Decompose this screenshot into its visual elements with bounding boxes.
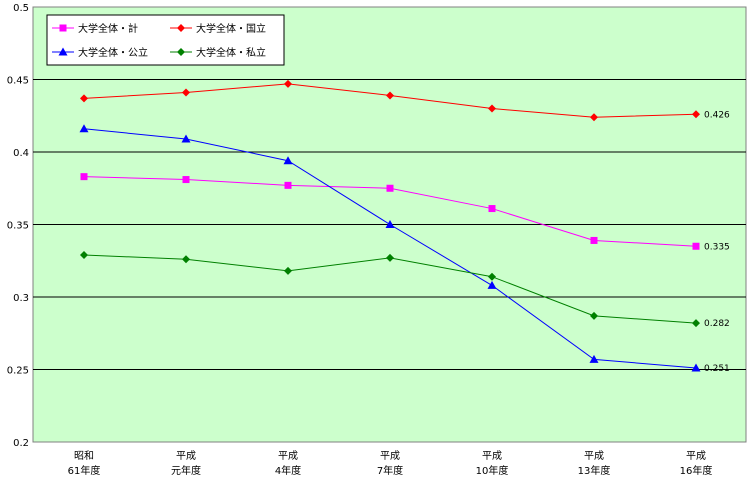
x-tick-label: 平成 (584, 450, 604, 462)
series-0 (80, 173, 700, 250)
data-point (182, 255, 190, 264)
data-point (80, 173, 88, 181)
y-tick-label: 0.3 (13, 293, 29, 304)
series-2 (79, 124, 701, 372)
data-point (589, 354, 599, 363)
legend-label: 大学全体・公立 (78, 46, 148, 59)
data-point (284, 181, 292, 189)
legend-marker (58, 47, 68, 56)
data-point (692, 242, 700, 250)
data-point (691, 363, 701, 372)
x-tick-label: 平成 (176, 450, 196, 462)
x-tick-label: 16年度 (680, 464, 713, 477)
data-point (590, 113, 598, 122)
data-point (590, 236, 598, 244)
x-tick-label: 元年度 (171, 464, 201, 477)
data-point (488, 205, 496, 213)
data-point (692, 110, 700, 119)
y-tick-label: 0.25 (7, 366, 29, 377)
x-tick-label: 平成 (686, 450, 706, 462)
data-point (79, 124, 89, 133)
data-labels: 0.335 0.426 0.251 0.282 (704, 110, 730, 374)
y-axis-ticks: 0.2 0.25 0.3 0.35 0.4 0.45 0.5 (7, 3, 29, 449)
x-tick-label: 平成 (278, 450, 298, 462)
x-tick-label: 昭和 (74, 450, 94, 462)
data-point (692, 319, 700, 328)
legend-box (46, 14, 285, 66)
x-tick-label: 7年度 (377, 464, 403, 477)
y-tick-label: 0.2 (13, 438, 29, 449)
data-point (488, 272, 496, 281)
data-point (182, 88, 190, 97)
y-tick-label: 0.4 (13, 148, 29, 159)
data-point (386, 253, 394, 262)
legend-marker (177, 24, 185, 32)
data-point (80, 94, 88, 103)
x-tick-label: 平成 (482, 450, 502, 462)
x-tick-label: 平成 (380, 450, 400, 462)
series-group (79, 79, 701, 372)
x-tick-label: 61年度 (68, 464, 101, 477)
data-point (181, 134, 191, 143)
data-point (80, 250, 88, 259)
data-label: 0.426 (704, 110, 730, 120)
legend-label: 大学全体・私立 (196, 46, 266, 59)
data-point (182, 176, 190, 184)
data-point (386, 91, 394, 100)
y-tick-label: 0.35 (7, 221, 29, 232)
data-point (487, 280, 497, 289)
data-point (386, 184, 394, 192)
data-label: 0.282 (704, 319, 730, 329)
x-tick-label: 10年度 (476, 464, 509, 477)
data-label: 0.251 (704, 364, 730, 374)
y-tick-label: 0.5 (13, 3, 29, 14)
series-3 (80, 250, 700, 328)
data-point (590, 311, 598, 320)
legend-marker (177, 48, 185, 56)
data-point (283, 156, 293, 165)
gridlines (33, 79, 746, 370)
data-label: 0.335 (704, 242, 730, 252)
x-tick-label: 13年度 (578, 464, 611, 477)
legend-label: 大学全体・計 (78, 22, 138, 35)
data-point (284, 266, 292, 275)
data-point (385, 220, 395, 228)
y-tick-label: 0.45 (7, 76, 29, 87)
legend-marker (59, 24, 67, 32)
series-1 (80, 79, 700, 122)
legend-label: 大学全体・国立 (196, 22, 266, 35)
data-point (284, 79, 292, 88)
data-point (488, 104, 496, 113)
x-tick-label: 4年度 (275, 464, 301, 477)
